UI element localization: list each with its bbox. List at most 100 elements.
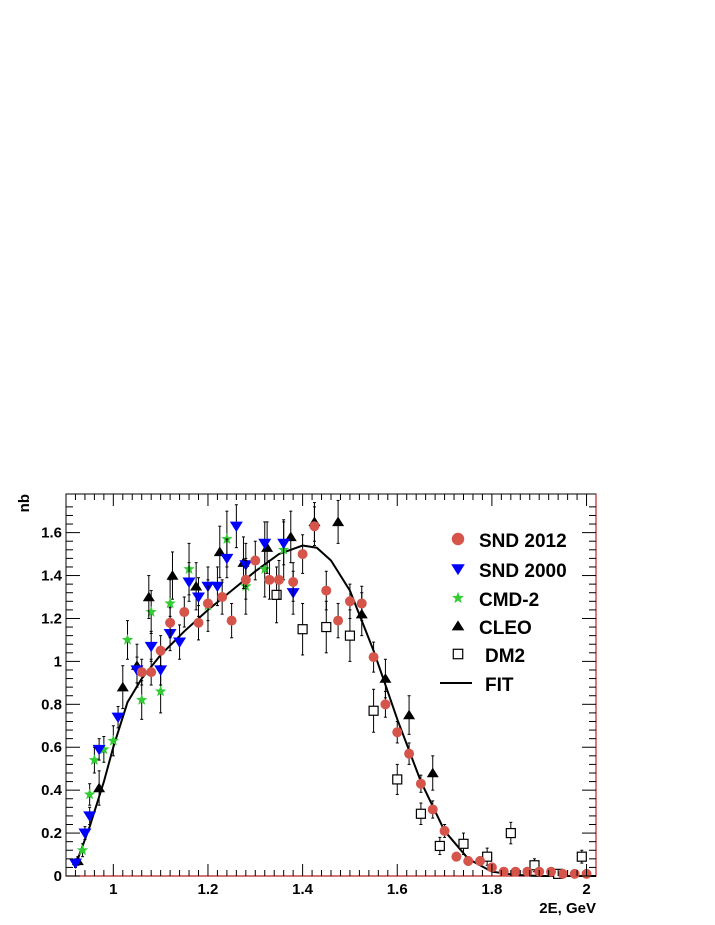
point-snd-2000 <box>68 858 82 869</box>
axes-layer: 1 1.2 1.4 1.6 1.8 2 0 0.2 0.4 0.6 0.8 1 1.2 1.4 1.6 <box>41 494 596 898</box>
point-dm2 <box>392 774 403 785</box>
legend-swatch-snd-2000 <box>451 564 465 576</box>
x-tick-label: 1.4 <box>292 881 314 898</box>
point-cmd-2 <box>154 685 167 697</box>
y-tick-label: 0.6 <box>41 739 62 756</box>
point-snd-2000 <box>258 538 272 550</box>
point-snd-2012 <box>498 866 509 877</box>
point-cleo <box>116 681 129 692</box>
point-snd-2012 <box>250 555 261 566</box>
point-dm2 <box>458 838 469 849</box>
point-snd-2012 <box>309 521 320 532</box>
point-snd-2000 <box>111 712 125 724</box>
point-snd-2000 <box>144 641 158 653</box>
legend-label-snd-2012: SND 2012 <box>479 531 567 552</box>
point-snd-2000 <box>192 592 205 603</box>
point-snd-2012 <box>179 607 190 618</box>
point-snd-2012 <box>165 617 176 628</box>
point-snd-2012 <box>404 748 415 759</box>
point-cmd-2 <box>107 734 120 746</box>
point-snd-2000 <box>182 577 196 588</box>
point-snd-2012 <box>344 596 355 607</box>
point-cleo <box>426 767 439 778</box>
point-snd-2000 <box>154 665 168 676</box>
point-snd-2012 <box>569 868 580 879</box>
point-snd-2012 <box>557 868 568 879</box>
point-cmd-2 <box>76 844 89 856</box>
point-cmd-2 <box>83 788 96 800</box>
point-cleo <box>93 782 106 793</box>
point-snd-2012 <box>217 592 228 603</box>
point-snd-2012 <box>439 825 450 836</box>
point-dm2 <box>576 851 587 862</box>
point-cleo <box>332 516 345 527</box>
point-snd-2012 <box>546 866 557 877</box>
legend-label-fit: FIT <box>485 675 514 696</box>
point-snd-2012 <box>392 727 403 738</box>
y-axis-title: nb <box>16 494 33 512</box>
legend-swatch-dm2 <box>452 648 464 660</box>
point-cmd-2 <box>145 606 157 617</box>
point-snd-2012 <box>202 598 213 609</box>
point-cmd-2 <box>98 743 110 755</box>
point-snd-2000 <box>83 811 97 822</box>
point-snd-2012 <box>463 855 474 866</box>
point-snd-2000 <box>229 521 243 533</box>
legend-label-snd-2000: SND 2000 <box>479 561 567 582</box>
x-tick-label: 1 <box>109 881 117 898</box>
point-snd-2012 <box>522 866 533 877</box>
x-tick-label: 1.6 <box>387 881 408 898</box>
point-dm2 <box>368 705 379 716</box>
data-points-layer <box>68 499 592 879</box>
point-dm2 <box>321 621 332 633</box>
point-cmd-2 <box>259 563 271 574</box>
point-snd-2000 <box>173 637 187 648</box>
legend-label-dm2: DM2 <box>485 646 525 667</box>
legend-swatch-cmd-2 <box>452 591 464 604</box>
point-cleo <box>142 591 155 602</box>
point-snd-2000 <box>78 828 92 839</box>
point-snd-2012 <box>240 574 251 585</box>
point-cleo <box>284 531 297 542</box>
point-cleo <box>403 709 416 720</box>
y-tick-label: 0.2 <box>41 825 62 842</box>
point-cleo <box>213 546 226 557</box>
point-cleo <box>261 542 274 552</box>
point-snd-2000 <box>220 553 234 565</box>
point-snd-2000 <box>92 744 106 756</box>
point-cmd-2 <box>164 597 176 609</box>
y-tick-label: 0.8 <box>41 696 62 713</box>
point-snd-2012 <box>146 667 157 678</box>
point-cmd-2 <box>88 754 101 765</box>
point-snd-2012 <box>475 855 486 866</box>
point-snd-2012 <box>427 804 438 815</box>
point-snd-2012 <box>356 598 367 609</box>
point-cleo <box>379 673 392 683</box>
point-cmd-2 <box>136 694 148 705</box>
point-dm2 <box>434 840 445 852</box>
point-snd-2012 <box>380 699 391 710</box>
point-dm2 <box>415 808 427 819</box>
point-snd-2012 <box>451 851 462 862</box>
legend-label-cleo: CLEO <box>479 618 532 639</box>
legend-label-cmd-2: CMD-2 <box>479 590 539 611</box>
y-tick-label: 1.4 <box>41 568 63 585</box>
point-snd-2012 <box>415 778 426 789</box>
x-axis-title: 2E, GeV <box>539 900 596 917</box>
point-snd-2012 <box>321 585 332 596</box>
point-snd-2012 <box>226 615 237 626</box>
point-snd-2012 <box>297 549 308 560</box>
point-cleo <box>166 570 179 580</box>
point-dm2 <box>344 630 356 641</box>
y-tick-label: 1 <box>54 653 62 670</box>
point-snd-2000 <box>277 538 291 550</box>
legend: SND 2012 SND 2000 CMD-2 CLEO DM2 FIT <box>440 531 567 696</box>
y-tick-label: 1.2 <box>41 610 62 627</box>
point-snd-2012 <box>193 617 204 628</box>
y-tick-label: 0 <box>54 868 62 885</box>
point-cleo <box>190 580 203 591</box>
point-snd-2012 <box>155 645 166 656</box>
point-dm2 <box>505 827 516 839</box>
point-snd-2000 <box>210 581 224 593</box>
